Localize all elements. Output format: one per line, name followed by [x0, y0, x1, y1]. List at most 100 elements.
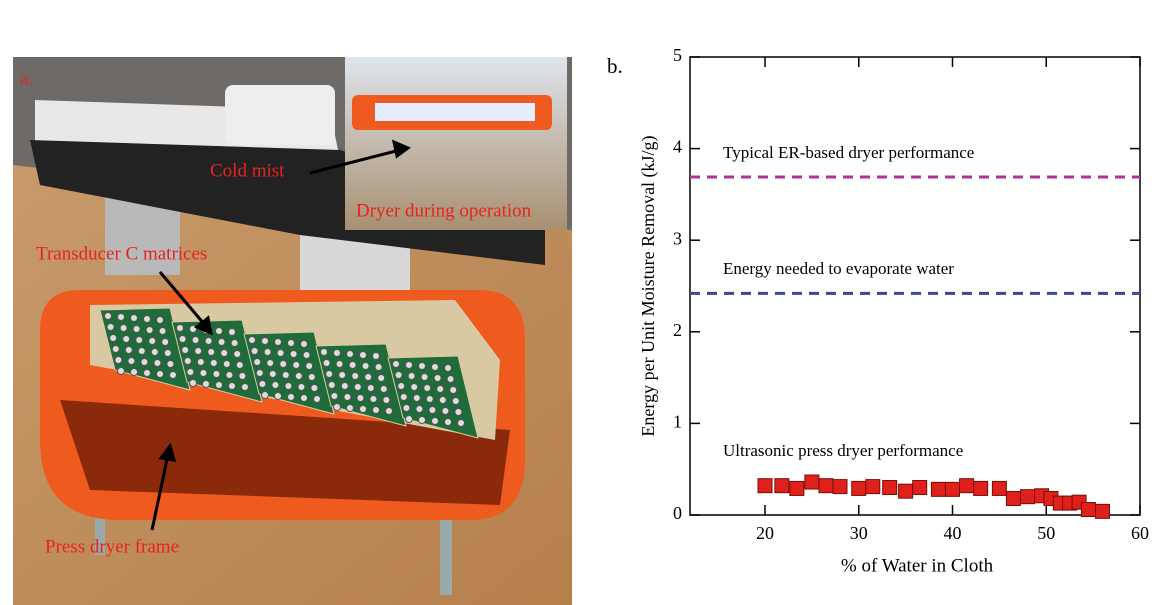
transducer [262, 392, 269, 399]
transducer [197, 359, 204, 366]
transducer [290, 351, 297, 358]
transducer [347, 351, 354, 358]
transducer [123, 336, 130, 343]
annotation: Transducer C matrices [36, 243, 207, 264]
marker [883, 481, 897, 495]
transducer [275, 393, 282, 400]
transducer [157, 371, 164, 378]
x-tick-label: 30 [850, 523, 868, 543]
transducer [334, 404, 341, 411]
transducer [210, 360, 217, 367]
transducer [242, 384, 249, 391]
transducer [229, 383, 236, 390]
transducer [159, 328, 166, 335]
transducer [231, 340, 238, 347]
transducer [311, 385, 318, 392]
transducer [110, 335, 117, 342]
transducer [254, 359, 261, 366]
panel-label: b. [607, 54, 623, 78]
page: {"photo": {"label": "a.", "annotations":… [0, 0, 1161, 605]
marker [758, 479, 772, 493]
transducer [321, 349, 328, 356]
transducer [216, 382, 223, 389]
marker [852, 481, 866, 495]
marker [790, 481, 804, 495]
transducer [162, 339, 169, 346]
transducer [249, 337, 256, 344]
transducer [280, 361, 287, 368]
transducer [115, 357, 122, 364]
marker [1006, 492, 1020, 506]
transducer [229, 329, 236, 336]
transducer [429, 407, 436, 414]
transducer [151, 349, 158, 356]
transducer [354, 384, 361, 391]
x-tick-label: 50 [1037, 523, 1055, 543]
reference-label: Typical ER-based dryer performance [723, 143, 974, 162]
marker [931, 482, 945, 496]
annotation: Cold mist [210, 160, 285, 181]
transducer [262, 338, 269, 345]
transducer [234, 351, 241, 358]
transducer [275, 339, 282, 346]
transducer [118, 368, 125, 375]
x-tick-label: 20 [756, 523, 774, 543]
transducer [208, 349, 215, 356]
transducer [251, 348, 258, 355]
control-box [225, 85, 335, 145]
transducer [352, 373, 359, 380]
transducer [365, 374, 372, 381]
chart: b. % of Water in Cloth Energy per Unit M… [607, 45, 1149, 576]
transducer [285, 383, 292, 390]
transducer [452, 398, 459, 405]
transducer [413, 395, 420, 402]
transducer [360, 406, 367, 413]
transducer [432, 364, 439, 371]
transducer [367, 385, 374, 392]
transducer [149, 338, 156, 345]
transducer [138, 348, 145, 355]
transducer [120, 325, 127, 332]
transducer [267, 360, 274, 367]
y-tick-label: 3 [673, 228, 682, 248]
y-tick-label: 2 [673, 320, 682, 340]
transducer [347, 405, 354, 412]
marker [1096, 504, 1110, 518]
transducer [239, 373, 246, 380]
y-tick-label: 5 [673, 45, 682, 65]
transducer [282, 372, 289, 379]
transducer [380, 386, 387, 393]
transducer [419, 363, 426, 370]
transducer [314, 396, 321, 403]
transducer [125, 347, 132, 354]
marker [1081, 503, 1095, 517]
transducer [434, 375, 441, 382]
transducer [336, 361, 343, 368]
transducer [416, 406, 423, 413]
inset-glow [375, 103, 535, 121]
marker [913, 481, 927, 495]
transducer [154, 360, 161, 367]
transducer [403, 405, 410, 412]
y-tick-label: 1 [673, 412, 682, 432]
marker [899, 484, 913, 498]
transducer [203, 381, 210, 388]
transducer [301, 395, 308, 402]
transducer [334, 350, 341, 357]
transducer [223, 361, 230, 368]
transducer [177, 325, 184, 332]
transducer [167, 361, 174, 368]
transducer [216, 328, 223, 335]
transducer [256, 370, 263, 377]
transducer [306, 363, 313, 370]
transducer [424, 385, 431, 392]
transducer [107, 324, 114, 331]
transducer [386, 408, 393, 415]
transducer [157, 317, 164, 324]
transducer [383, 397, 390, 404]
transducer [339, 372, 346, 379]
transducer [192, 337, 199, 344]
transducer [131, 369, 138, 376]
marker [833, 480, 847, 494]
transducer [395, 372, 402, 379]
